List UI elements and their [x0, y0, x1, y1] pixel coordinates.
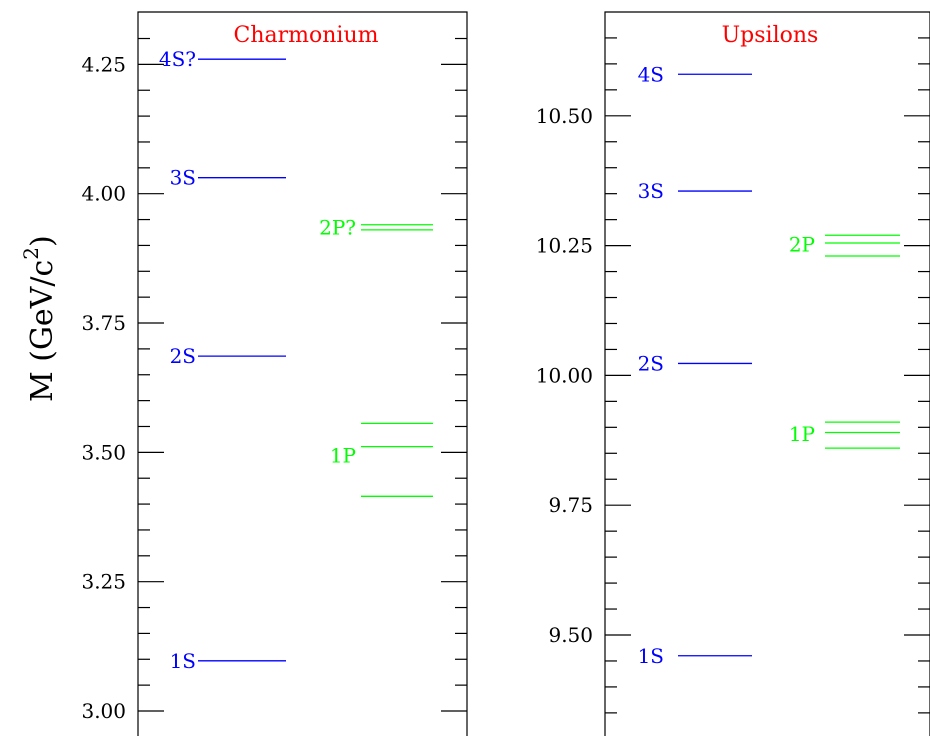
level-label: 4S?	[159, 47, 196, 71]
level-label: 4S	[638, 62, 664, 86]
y-tick-label: 3.00	[81, 699, 126, 723]
level-label: 2S	[638, 351, 664, 375]
level-label: 1S	[170, 649, 196, 673]
y-tick-label: 3.50	[81, 440, 126, 464]
y-axis-label-group: M (GeV/c2)	[19, 235, 60, 402]
level-label: 2S	[170, 344, 196, 368]
level-label: 2P?	[319, 215, 356, 239]
level-label: 2P	[789, 233, 815, 257]
plot-frame	[137, 11, 468, 736]
y-tick-label: 4.00	[81, 182, 126, 206]
y-tick-label: 10.00	[536, 363, 593, 387]
panel-title: Charmonium	[234, 23, 379, 48]
level-label: 3S	[638, 179, 664, 203]
y-tick-label: 10.50	[536, 104, 593, 128]
plot-frame	[604, 11, 930, 736]
y-tick-label: 4.25	[81, 52, 126, 76]
chart-panel-0: 3.00 3.25 3.50 3.75 4.00 4.25 Charmonium 1S 2S 3S…	[81, 11, 468, 736]
level-label: 1S	[638, 644, 664, 668]
y-axis-label: M (GeV/c2)	[19, 235, 60, 402]
chart-panel-1: 9.50 9.75 10.00 10.25 10.50 Upsilons 1S 2S 3S 4S 1…	[536, 11, 930, 736]
panel-title: Upsilons	[722, 23, 819, 48]
y-tick-label: 9.75	[548, 493, 593, 517]
level-label: 3S	[170, 166, 196, 190]
level-label: 1P	[789, 422, 815, 446]
y-tick-label: 3.75	[81, 311, 126, 335]
y-tick-label: 3.25	[81, 570, 126, 594]
y-axis-label-exponent: 2	[19, 247, 43, 260]
y-tick-label: 9.50	[548, 623, 593, 647]
level-label: 1P	[330, 443, 356, 467]
y-tick-label: 10.25	[536, 234, 593, 258]
